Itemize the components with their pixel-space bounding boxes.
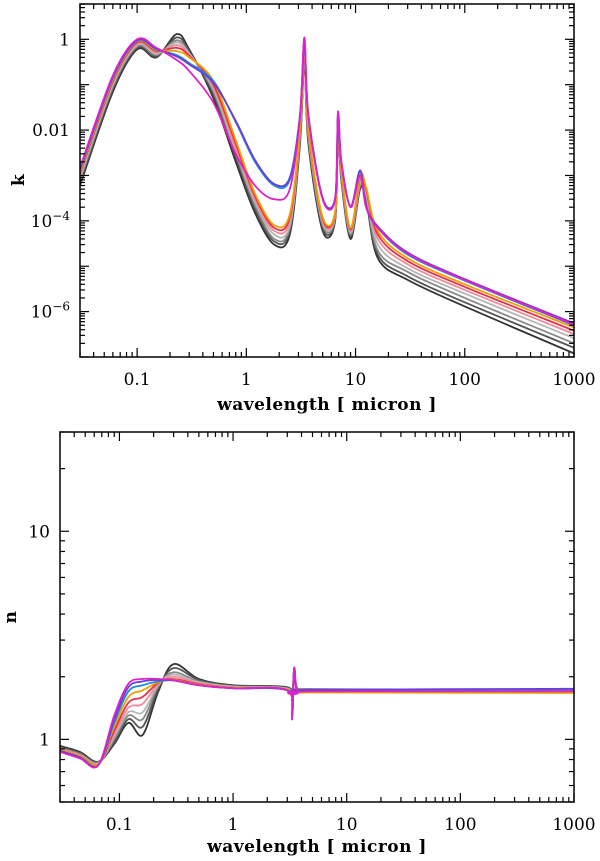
- n-plot-frame: [59, 431, 575, 803]
- k-panel-series-s6: [80, 40, 574, 332]
- k-panel-series-s5: [80, 41, 574, 335]
- k-panel-x-tick-label: 1000: [552, 370, 595, 390]
- n-panel-y-tick-label: 10: [28, 522, 50, 542]
- n-panel-series-s9: [60, 667, 574, 769]
- k-panel-series-s7: [80, 39, 574, 329]
- n-series-group: [60, 663, 574, 769]
- n-panel: 0.1 1 10 100 1000 1 10 wavelength [ micron ] n: [1, 431, 596, 857]
- n-panel-x-tick-label: 0.1: [106, 815, 133, 835]
- n-x-axis-label: wavelength [ micron ]: [206, 837, 427, 857]
- k-panel-x-tick-label: 0.1: [124, 370, 151, 390]
- k-panel-x-tick-label: 1: [241, 370, 252, 390]
- k-panel-y-tick-label: 1: [59, 30, 70, 50]
- n-panel-series-s10: [60, 666, 574, 769]
- k-panel-series-s1: [80, 33, 574, 355]
- n-panel-y-tick-label: 1: [39, 730, 50, 750]
- k-panel-y-tick-label: 0.01: [32, 121, 70, 141]
- k-series-group: [80, 33, 574, 355]
- k-plot-frame: [79, 3, 575, 358]
- k-panel-series-s8: [80, 38, 574, 327]
- n-panel-x-tick-label: 1000: [552, 815, 595, 835]
- n-panel-series-s5: [60, 670, 574, 766]
- k-y-axis-label: k: [9, 173, 29, 186]
- n-panel-series-s6: [60, 669, 574, 767]
- n-panel-x-tick-label: 10: [336, 815, 358, 835]
- k-panel-y-tick-label-exponent: −4: [52, 209, 70, 223]
- n-panel-x-tick-label: 100: [444, 815, 476, 835]
- k-panel-y-tick-label-exponent: −6: [52, 300, 70, 314]
- k-panel-x-tick-label: 100: [449, 370, 481, 390]
- k-panel-y-tick-label-base: 10: [31, 212, 53, 232]
- k-x-axis-label: wavelength [ micron ]: [216, 395, 437, 415]
- k-panel-series-s9: [80, 38, 574, 325]
- n-y-axis-label: n: [1, 611, 21, 624]
- k-panel-y-tick-label-base: 10: [31, 303, 53, 323]
- k-panel-series-s10: [80, 36, 574, 326]
- k-panel-y-tick-label: 10−6: [31, 300, 70, 323]
- n-panel-x-tick-label: 1: [228, 815, 239, 835]
- k-panel-x-tick-label: 10: [345, 370, 367, 390]
- k-panel-y-tick-label: 10−4: [31, 209, 71, 232]
- n-ticks: 0.1 1 10 100 1000 1 10: [28, 431, 596, 835]
